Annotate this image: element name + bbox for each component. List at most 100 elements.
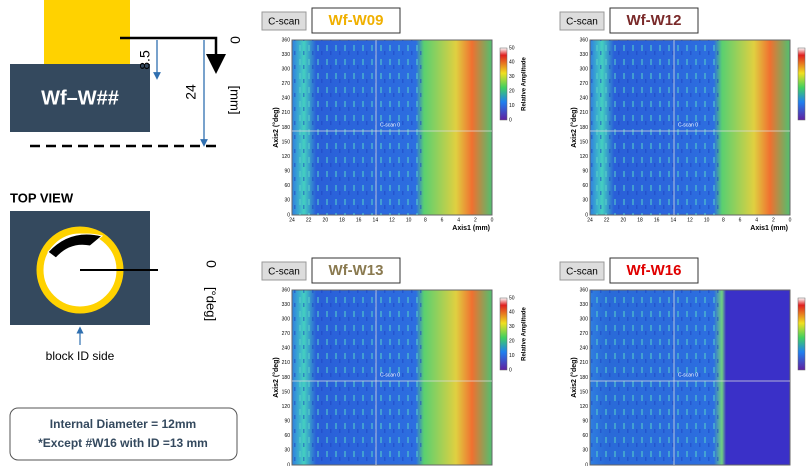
tag: C-scan	[268, 17, 300, 28]
cursor-label: C-scan 0	[380, 122, 400, 128]
info-line: *Except #W16 with ID =13 mm	[38, 436, 208, 450]
panel-title: Wf-W16	[627, 262, 682, 279]
scan-path	[47, 233, 104, 259]
y-tick-label: 90	[582, 419, 588, 425]
cursor-label: C-scan 0	[380, 372, 400, 378]
scan-panel: C-scan Wf-W16 C-scan 0 0 30 60 90 120 150 180 210 2…	[559, 257, 806, 471]
block	[10, 64, 150, 132]
y-tick-label: 150	[282, 139, 291, 145]
y-tick-label: 330	[282, 302, 291, 308]
y-tick-label: 30	[582, 448, 588, 454]
y-tick-label: 180	[282, 125, 291, 131]
y-tick-label: 300	[580, 66, 589, 72]
tag-box	[261, 261, 307, 281]
y-tick-label: 300	[282, 316, 291, 322]
zero-label: 0	[203, 260, 219, 268]
x-tick-label: 12	[687, 217, 693, 223]
y-tick-label: 0	[585, 462, 588, 466]
scan-arrow	[120, 36, 226, 74]
panel-title: Wf-W09	[329, 12, 384, 29]
tag: C-scan	[566, 17, 598, 28]
x-tick-label: 16	[356, 217, 362, 223]
x-tick-label: 22	[604, 217, 610, 223]
colorbar-tick: 50	[509, 295, 515, 301]
y-tick-label: 150	[580, 389, 589, 395]
colorbar	[797, 47, 806, 121]
colorbar-tick: 10	[509, 103, 515, 109]
x-tick-label: 20	[323, 217, 329, 223]
y-tick-label: 180	[282, 375, 291, 381]
y-tick-label: 60	[582, 433, 588, 439]
scan-texture	[590, 290, 722, 465]
y-tick-label: 360	[580, 37, 589, 43]
y-axis-label: Axis2 (°deg)	[272, 357, 280, 398]
y-tick-label: 330	[580, 302, 589, 308]
y-tick-label: 240	[282, 96, 291, 102]
y-tick-label: 210	[580, 110, 589, 116]
y-tick-label: 0	[287, 462, 290, 466]
tag: C-scan	[566, 267, 598, 278]
y-tick-label: 150	[580, 139, 589, 145]
x-tick-label: 22	[306, 217, 312, 223]
y-tick-label: 120	[580, 154, 589, 160]
tag-box	[559, 261, 605, 281]
y-axis-label: Axis2 (°deg)	[570, 107, 578, 148]
colorbar-label: Relative Amplitude	[522, 306, 528, 360]
x-tick-label: 8	[722, 217, 725, 223]
unit-label: [°deg]	[204, 287, 219, 321]
y-tick-label: 180	[580, 125, 589, 131]
scan-texture	[590, 40, 722, 215]
x-tick-label: 16	[654, 217, 660, 223]
y-tick-label: 270	[580, 331, 589, 337]
colorbar	[797, 297, 806, 371]
x-tick-label: 18	[637, 217, 643, 223]
x-tick-label: 4	[755, 217, 758, 223]
x-tick-label: 2	[474, 217, 477, 223]
colorbar-tick: 40	[509, 60, 515, 66]
dim-label: 24	[183, 84, 199, 100]
y-tick-label: 240	[580, 96, 589, 102]
colorbar-tick: 10	[509, 353, 515, 359]
x-tick-label: 8	[424, 217, 427, 223]
title-box	[311, 7, 401, 34]
y-tick-label: 150	[282, 389, 291, 395]
colorbar	[499, 297, 508, 371]
colorbar-tick: 20	[509, 339, 515, 345]
dim-label: 8.5	[137, 50, 153, 70]
panel-title: Wf-W12	[627, 12, 682, 29]
panel-title: Wf-W13	[329, 262, 384, 279]
y-tick-label: 30	[284, 198, 290, 204]
colorbar-tick: 0	[509, 367, 512, 373]
info-box: Internal Diameter = 12mm *Except #W16 wi…	[9, 407, 238, 461]
top-view: TOP VIEW 0 [°deg] block ID side	[10, 190, 219, 363]
x-tick-label: 10	[406, 217, 412, 223]
unit-label: [mm]	[228, 86, 243, 115]
y-tick-label: 360	[580, 287, 589, 293]
block-label: Wf–W##	[41, 87, 119, 109]
y-axis-label: Axis2 (°deg)	[272, 107, 280, 148]
y-tick-label: 60	[284, 183, 290, 189]
y-tick-label: 210	[282, 110, 291, 116]
x-tick-label: 12	[389, 217, 395, 223]
x-tick-label: 20	[621, 217, 627, 223]
colorbar-tick: 50	[509, 45, 515, 51]
x-tick-label: 10	[704, 217, 710, 223]
y-tick-label: 270	[282, 81, 291, 87]
side-view: Wf–W## 8.5 24 0 [mm]	[10, 0, 243, 148]
zero-label: 0	[227, 36, 243, 44]
top-view-title: TOP VIEW	[10, 190, 74, 205]
y-tick-label: 270	[580, 81, 589, 87]
y-tick-label: 90	[582, 169, 588, 175]
x-tick-label: 0	[491, 217, 494, 223]
x-axis-label: Axis1 (mm)	[452, 225, 490, 232]
y-tick-label: 270	[282, 331, 291, 337]
info-line: Internal Diameter = 12mm	[50, 417, 196, 431]
scan-panel: C-scan Wf-W13 C-scan 0 0 30 60 90 120 150 180 210 2…	[261, 257, 528, 471]
colorbar-label: Relative Amplitude	[522, 56, 528, 110]
x-tick-label: 14	[671, 217, 677, 223]
x-tick-label: 2	[772, 217, 775, 223]
x-tick-label: 24	[289, 217, 295, 223]
y-tick-label: 90	[284, 169, 290, 175]
